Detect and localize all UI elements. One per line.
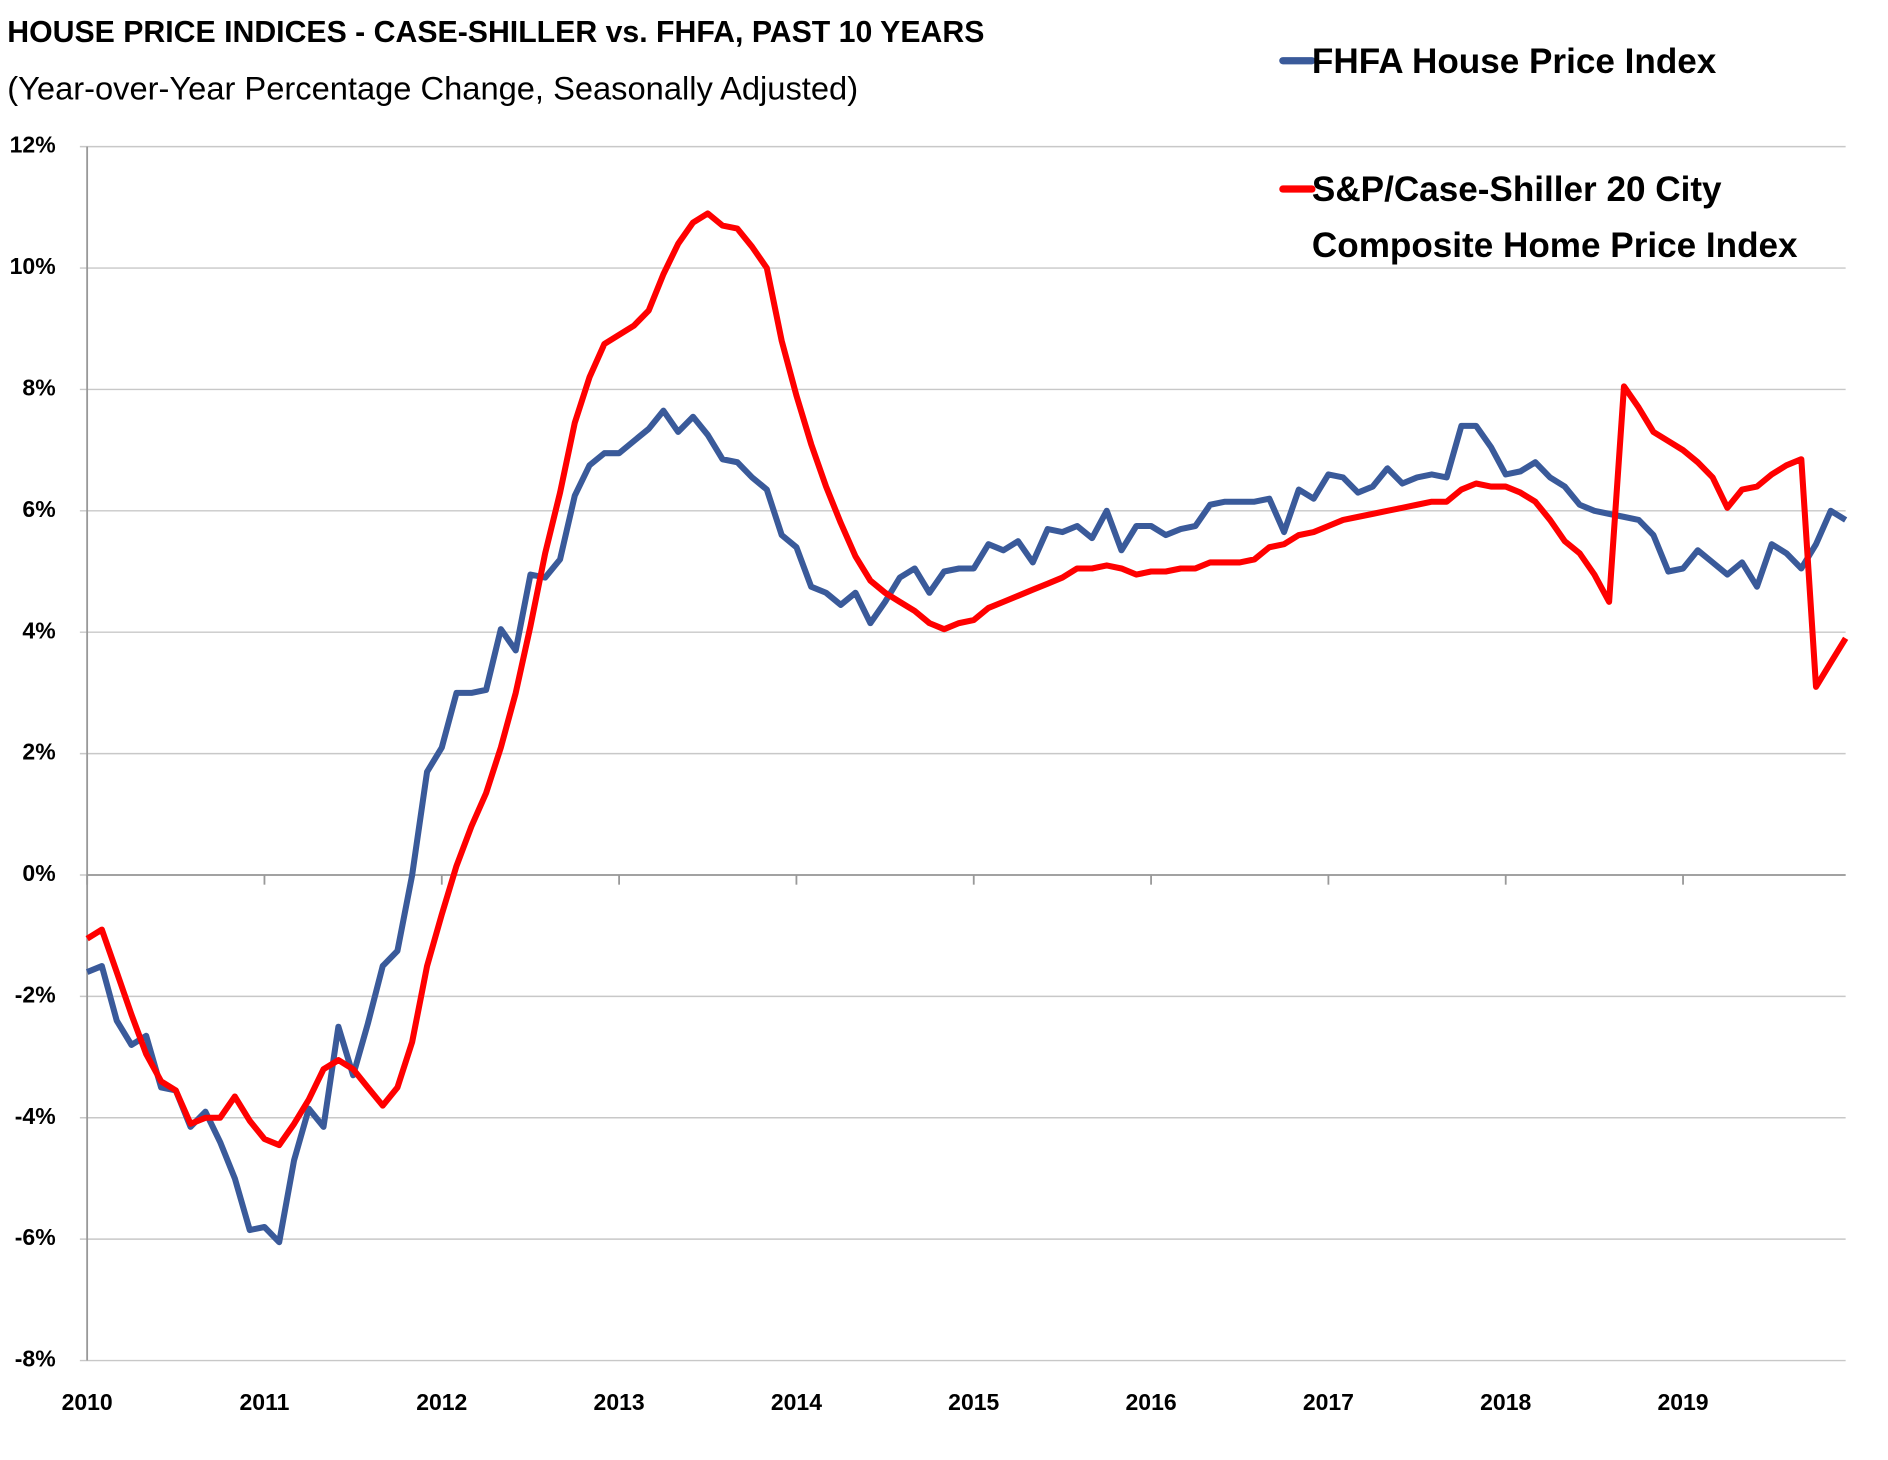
y-tick-label: 6% bbox=[22, 496, 55, 522]
y-tick-label: 0% bbox=[22, 860, 55, 886]
y-tick-label: 12% bbox=[10, 132, 56, 158]
y-tick-label: -2% bbox=[15, 981, 56, 1007]
y-tick-label: -6% bbox=[15, 1224, 56, 1250]
legend-entry: FHFA House Price Index bbox=[1311, 42, 1717, 82]
x-tick-label: 2017 bbox=[1303, 1389, 1354, 1415]
legend-label: S&P/Case-Shiller 20 City Composite Home … bbox=[1311, 170, 1798, 266]
x-tick-label: 2010 bbox=[62, 1389, 113, 1415]
chart-subtitle: (Year-over-Year Percentage Change, Seaso… bbox=[7, 70, 858, 107]
x-tick-label: 2015 bbox=[948, 1389, 999, 1415]
y-tick-label: 10% bbox=[10, 253, 56, 279]
x-tick-label: 2018 bbox=[1480, 1389, 1531, 1415]
x-tick-label: 2019 bbox=[1657, 1389, 1708, 1415]
legend-label: FHFA House Price Index bbox=[1311, 42, 1717, 82]
series-line bbox=[85, 407, 1848, 1246]
x-tick-label: 2016 bbox=[1126, 1389, 1177, 1415]
series-line bbox=[85, 210, 1849, 1149]
x-tick-label: 2013 bbox=[594, 1389, 645, 1415]
x-tick-label: 2011 bbox=[240, 1389, 290, 1415]
y-tick-label: -4% bbox=[15, 1103, 56, 1129]
legend-entry: S&P/Case-Shiller 20 City Composite Home … bbox=[1311, 170, 1798, 266]
x-tick-label: 2014 bbox=[771, 1389, 822, 1415]
chart-title: HOUSE PRICE INDICES - CASE-SHILLER vs. F… bbox=[7, 16, 984, 49]
y-tick-label: 8% bbox=[22, 375, 55, 401]
x-tick-label: 2012 bbox=[416, 1389, 467, 1415]
y-tick-label: 4% bbox=[22, 617, 55, 643]
y-tick-label: 2% bbox=[22, 739, 55, 765]
y-tick-label: -8% bbox=[15, 1346, 56, 1372]
